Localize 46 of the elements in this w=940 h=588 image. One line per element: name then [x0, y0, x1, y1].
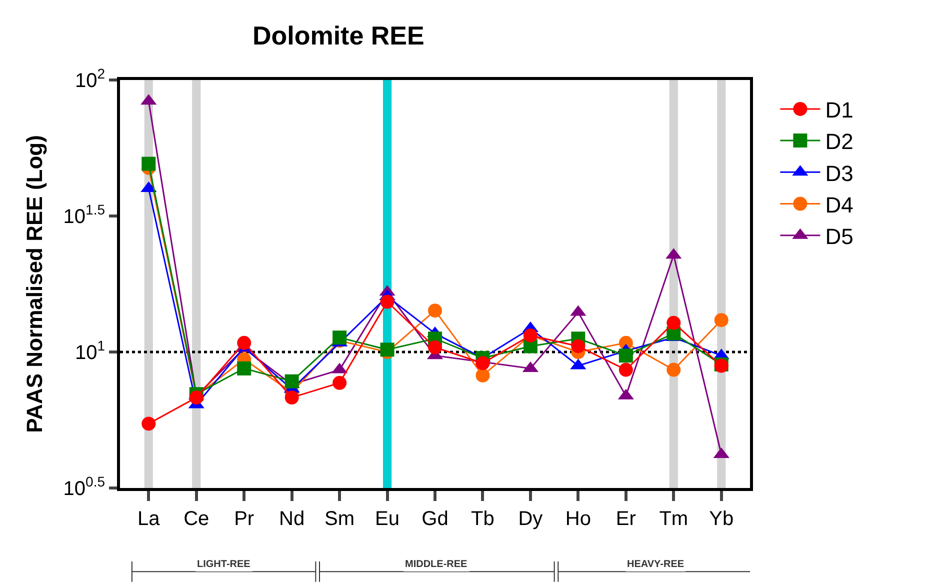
- point: [237, 336, 252, 350]
- x-tick-label: Nd: [279, 508, 305, 530]
- x-tick-label: Dy: [518, 508, 543, 530]
- point: [571, 339, 586, 354]
- point: [332, 376, 347, 390]
- point: [332, 330, 347, 345]
- point: [284, 374, 299, 388]
- point: [380, 294, 394, 309]
- point: [476, 356, 490, 370]
- point: [666, 316, 681, 330]
- chart-title: Dolomite REE: [252, 20, 424, 51]
- x-tick-label: Pr: [234, 508, 254, 530]
- legend-label: D1: [825, 98, 854, 123]
- point: [284, 390, 299, 405]
- point: [142, 156, 156, 171]
- point: [142, 416, 156, 431]
- y-tick-label: 10$^{2}$: [74, 66, 106, 92]
- x-tick-label: Tb: [471, 508, 494, 530]
- point: [428, 340, 442, 354]
- y-tick-label: 10$^{1}$: [74, 338, 106, 364]
- point: [237, 361, 252, 376]
- point: [666, 362, 681, 377]
- x-tick-label: Ho: [565, 508, 591, 530]
- point: [476, 368, 490, 382]
- legend-label: D3: [825, 160, 854, 186]
- point: [714, 313, 728, 328]
- x-tick-label: Er: [616, 508, 636, 530]
- legend-label: D5: [825, 224, 854, 249]
- point: [428, 304, 442, 318]
- x-tick-label: Ce: [184, 508, 210, 530]
- y-axis-title: PAAS Normalised REE (Log): [22, 135, 48, 433]
- legend-label: D4: [825, 192, 854, 218]
- y-tick-label: 10$^{0.5}$: [63, 474, 106, 500]
- text: HEAVY-REE: [627, 559, 684, 570]
- x-tick-label: Tm: [659, 508, 688, 530]
- x-tick-label: La: [138, 508, 161, 530]
- x-tick-label: Eu: [375, 508, 400, 530]
- legend-label: D2: [825, 129, 854, 154]
- text: LIGHT-REE: [197, 559, 251, 570]
- point: [618, 348, 633, 363]
- x-tick-label: Sm: [324, 508, 355, 530]
- text: MIDDLE-REE: [405, 559, 468, 570]
- x-tick-label: Yb: [709, 508, 734, 530]
- point: [618, 362, 633, 377]
- x-tick-label: Gd: [422, 508, 448, 530]
- y-tick-label: 10$^{1.5}$: [63, 202, 106, 228]
